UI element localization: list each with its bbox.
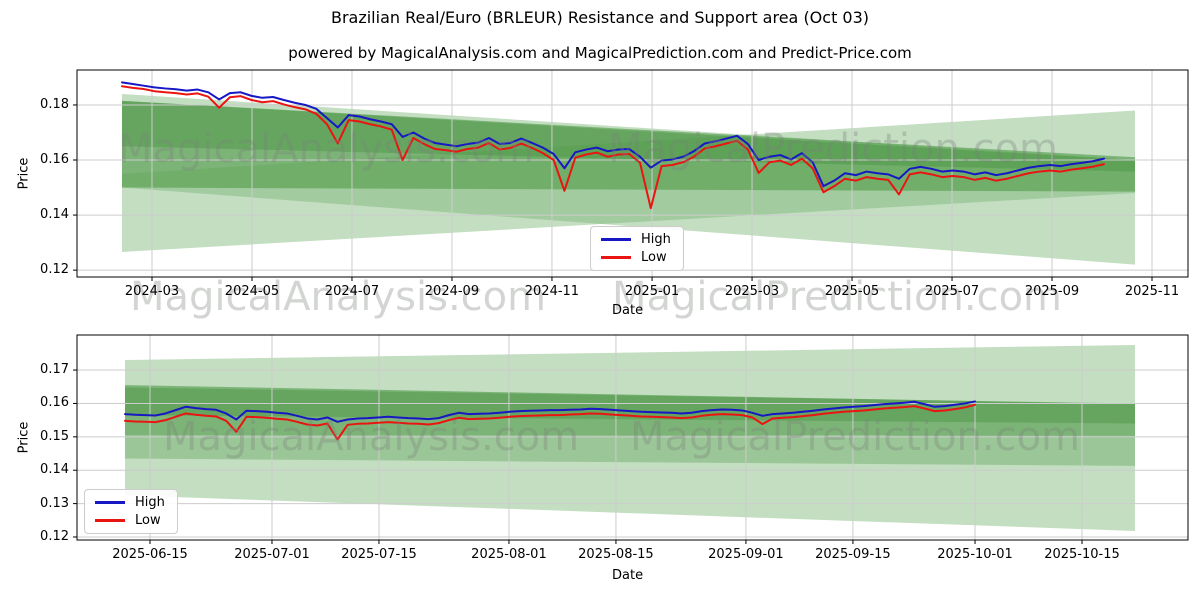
x-tick-label: 2024-05 xyxy=(224,284,280,299)
legend-top: High Low xyxy=(590,226,684,271)
x-tick-label: 2025-07 xyxy=(924,284,980,299)
x-tick-label: 2025-07-01 xyxy=(234,547,310,562)
x-tick-label: 2025-01 xyxy=(624,284,680,299)
legend-item-low: Low xyxy=(95,513,165,528)
legend-low-label: Low xyxy=(135,513,161,528)
legend-high-line xyxy=(601,238,631,241)
x-tick-label: 2024-11 xyxy=(524,284,580,299)
legend-item-low: Low xyxy=(601,250,671,265)
y-tick-label: 0.14 xyxy=(40,462,69,478)
x-tick-label: 2025-10-01 xyxy=(937,547,1013,562)
y-tick-label: 0.17 xyxy=(40,362,69,378)
x-tick-label: 2024-07 xyxy=(324,284,380,299)
x-tick-label: 2025-09-15 xyxy=(815,547,891,562)
legend-high-line xyxy=(95,501,125,504)
legend-bottom: High Low xyxy=(84,489,178,534)
legend-low-line xyxy=(601,256,631,259)
x-tick-label: 2024-03 xyxy=(124,284,180,299)
x-tick-label: 2025-03 xyxy=(724,284,780,299)
chart-title: Brazilian Real/Euro (BRLEUR) Resistance … xyxy=(330,8,870,27)
legend-low-line xyxy=(95,519,125,522)
legend-high-label: High xyxy=(641,232,671,247)
x-axis-title-bottom: Date xyxy=(612,568,644,583)
x-tick-label: 2025-09-01 xyxy=(708,547,784,562)
y-tick-label: 0.13 xyxy=(40,495,69,511)
x-axis-title-top: Date xyxy=(612,303,644,318)
y-tick-label: 0.12 xyxy=(40,262,69,278)
y-tick-label: 0.14 xyxy=(40,207,69,223)
y-tick-label: 0.18 xyxy=(40,96,69,112)
chart-subtitle: powered by MagicalAnalysis.com and Magic… xyxy=(288,44,912,62)
x-tick-label: 2024-09 xyxy=(424,284,480,299)
overview-price-chart xyxy=(73,69,1189,281)
x-tick-label: 2025-08-15 xyxy=(578,547,654,562)
x-tick-label: 2025-07-15 xyxy=(341,547,417,562)
x-tick-label: 2025-11 xyxy=(1124,284,1180,299)
x-tick-label: 2025-08-01 xyxy=(471,547,547,562)
y-tick-label: 0.15 xyxy=(40,428,69,444)
y-tick-label: 0.16 xyxy=(40,395,69,411)
legend-item-high: High xyxy=(95,495,165,510)
y-tick-label: 0.16 xyxy=(40,152,69,167)
x-tick-label: 2025-05 xyxy=(824,284,880,299)
x-tick-label: 2025-10-15 xyxy=(1044,547,1120,562)
legend-item-high: High xyxy=(601,232,671,247)
legend-high-label: High xyxy=(135,495,165,510)
legend-low-label: Low xyxy=(641,250,667,265)
x-tick-label: 2025-06-15 xyxy=(112,547,188,562)
detail-price-chart xyxy=(73,334,1189,544)
y-tick-label: 0.12 xyxy=(40,528,69,544)
x-tick-label: 2025-09 xyxy=(1024,284,1080,299)
